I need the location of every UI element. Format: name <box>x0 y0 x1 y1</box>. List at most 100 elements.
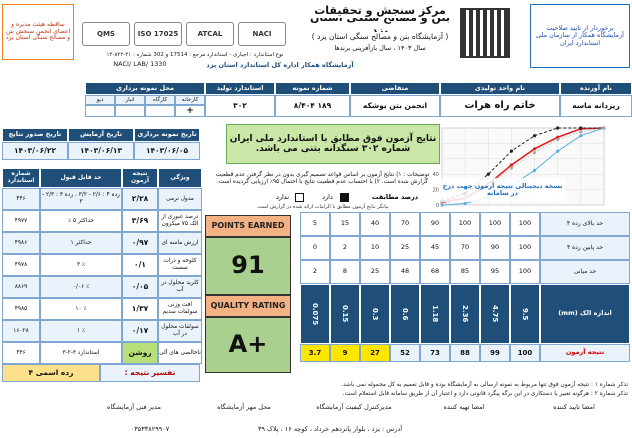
title: مرکز سنجش و تحقیقات <box>314 4 446 17</box>
interpretation: تفسیر نتیجه : <box>100 364 200 382</box>
sampling-header: کارگاه <box>145 95 175 105</box>
info-header: نام آورنده <box>560 82 632 95</box>
property-header: حد قابل قبول <box>40 168 122 188</box>
points-label: POINTS EARNED <box>205 215 291 237</box>
logo: QMS <box>82 22 130 46</box>
property-cell: کلرید محلول در آب <box>158 276 202 298</box>
sampling-header: کارخانه <box>175 95 205 105</box>
property-cell: ۴۹۸۵ <box>2 298 40 320</box>
phone: ۰۳۵۳۳۸۲۹۹۰۷ <box>130 425 170 434</box>
signature: مدیر فنی آزمایشگاه <box>107 403 161 412</box>
sieve-label: 0.15 <box>330 284 360 344</box>
property-cell: ارزش ماسه ای <box>158 232 202 254</box>
property-cell: ۰/۰۵ <box>122 276 158 298</box>
series-point <box>579 130 583 134</box>
property-cell: سولفات محلول در آب <box>158 320 202 342</box>
series-point <box>556 126 560 130</box>
series-point <box>440 203 444 207</box>
value-cell: 25 <box>390 236 420 260</box>
sieve-label: 0.6 <box>390 284 420 344</box>
series-point <box>579 126 583 130</box>
value-cell: 70 <box>390 212 420 236</box>
right-box: برخوردار از تایید صلاحیت آزمایشگاه همکار… <box>530 4 630 68</box>
date-header: تاریخ آزمایش <box>68 128 134 142</box>
logo: ISO 17025 <box>134 22 182 46</box>
property-cell: ۴۹۷۸ <box>2 254 40 276</box>
info-value: ۳۰۲ <box>205 95 275 117</box>
address: آدرس : یزد ، بلوار پانزدهم خرداد ، کوچه … <box>257 425 403 434</box>
info-header: شماره نمونه <box>275 82 350 95</box>
info-header: متقاضی <box>350 82 440 95</box>
logo: NACI <box>238 22 286 46</box>
conformity-label: درصد مطابقت <box>371 192 419 201</box>
property-cell: رده ۴ : ۲/۶ - ۳/۲ ، رده ۳ : ۲/۳ - ۳ <box>40 188 122 210</box>
property-cell: ۳/۶۹ <box>122 210 158 232</box>
value-cell: 70 <box>450 236 480 260</box>
date-value: ۱۴۰۳/۰۶/۱۳ <box>68 142 134 160</box>
property-cell: ۴۹۷۷ <box>2 210 40 232</box>
value-cell: 85 <box>450 260 480 284</box>
sampling-header: انبار <box>115 95 145 105</box>
property-cell: ٪ ۳ <box>40 254 122 276</box>
series-point <box>556 135 560 139</box>
sieve-label: 4.75 <box>480 284 510 344</box>
signature: مدیرکنترل کیفیت آزمایشگاه <box>316 403 392 412</box>
info-header: استاندارد تولید <box>205 82 275 95</box>
property-cell: ۴۴۶ <box>2 342 40 364</box>
series-point <box>556 149 560 153</box>
property-cell: مدول نرمی <box>158 188 202 210</box>
property-cell: حداکثر ۵ ٪ <box>40 210 122 232</box>
value-cell: 100 <box>510 236 540 260</box>
sampling-value <box>115 105 145 117</box>
property-cell: روشن <box>122 342 158 364</box>
chart-title: نسخه دیجیتالی نتیجه آزمون جهت درج در سام… <box>440 178 565 202</box>
property-cell: ٪ ۱۰ <box>40 298 122 320</box>
building-logo <box>460 8 510 58</box>
date-header: تاریخ صدور نتایج <box>2 128 68 142</box>
value-cell: 100 <box>510 212 540 236</box>
left-box: ساقطه هیئت مدیره و اعضای انجمن سنجش بتن … <box>2 4 74 60</box>
value-cell: 100 <box>510 260 540 284</box>
series-point <box>509 166 514 170</box>
property-cell: ۰/۱۷ <box>122 320 158 342</box>
test-value: 100 <box>510 344 540 362</box>
value-cell: 100 <box>450 212 480 236</box>
series-point <box>532 151 537 155</box>
test-name: نتیجه آزمون <box>540 344 630 362</box>
property-cell: ۰/۹۷ <box>122 232 158 254</box>
property-cell: ۱۶۰۲۸ <box>2 320 40 342</box>
option-label: دارد <box>322 192 333 201</box>
value-cell: 2 <box>330 236 360 260</box>
quality-label: QUALITY RATING <box>205 295 291 317</box>
date-header: تاریخ نمونه برداری <box>134 128 200 142</box>
property-cell: ۸۸۶۹ <box>2 276 40 298</box>
property-cell: ۰/۱ <box>122 254 158 276</box>
property-cell: ٪ ۱ <box>40 320 122 342</box>
test-value: 9 <box>330 344 360 362</box>
sieve-header-label: اندازه الک (mm) <box>540 284 630 344</box>
value-cell: 48 <box>390 260 420 284</box>
value-cell: 8 <box>330 260 360 284</box>
value-cell: 0 <box>300 236 330 260</box>
date-value: ۱۴۰۳/۰۶/۲۲ <box>2 142 68 160</box>
signature: محل مهر آزمایشگاه <box>217 403 271 412</box>
result-notes: توضیحات : ۱) نتایج آزمون بر اساس قواعد ت… <box>215 172 430 185</box>
standard-line: نوع استاندارد : اجباری - استاندارد مرجع … <box>106 51 284 58</box>
value-cell: 40 <box>360 212 390 236</box>
test-value: 27 <box>360 344 390 362</box>
value-cell: 95 <box>480 260 510 284</box>
value-cell: 10 <box>360 236 390 260</box>
value-cell: 90 <box>420 212 450 236</box>
series-point <box>602 126 606 130</box>
info-value: خاتم راه هرات <box>440 95 560 117</box>
sampling-value <box>85 105 115 117</box>
info-value: ریزدانه ماسه <box>560 95 632 117</box>
option-box <box>340 193 349 202</box>
test-value: 99 <box>480 344 510 362</box>
date-value: ۱۴۰۳/۰۶/۰۵ <box>134 142 200 160</box>
test-value: 73 <box>420 344 450 362</box>
points: 91 <box>205 237 291 295</box>
series-point <box>509 149 514 153</box>
series-point <box>602 126 606 130</box>
